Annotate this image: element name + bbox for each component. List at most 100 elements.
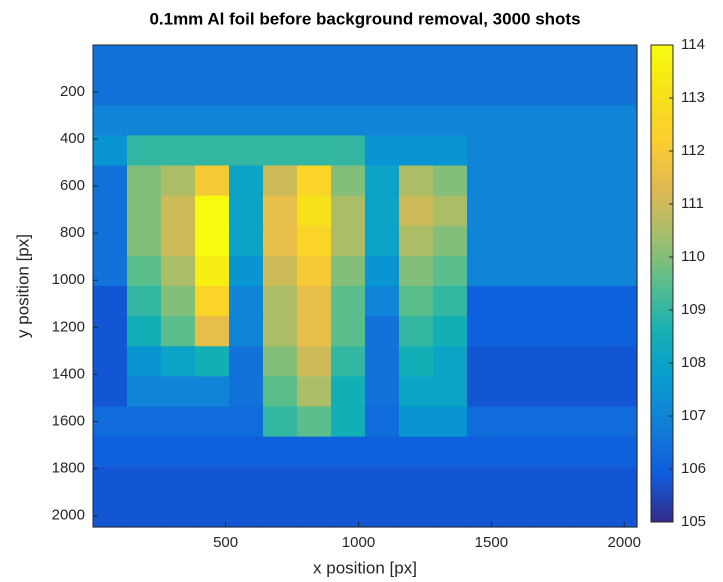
heatmap-cell [161, 286, 196, 317]
heatmap-cell [399, 225, 434, 257]
heatmap-cell [93, 225, 128, 257]
heatmap-cell [603, 466, 638, 498]
heatmap-cell [263, 346, 298, 377]
heatmap-cell [365, 346, 400, 377]
heatmap-cell [161, 255, 196, 287]
heatmap-cell [467, 496, 502, 528]
heatmap-cell [297, 105, 332, 136]
heatmap-cell [569, 75, 604, 106]
heatmap-cell [127, 75, 162, 106]
heatmap-cell [535, 225, 570, 257]
heatmap-cell [433, 225, 468, 257]
heatmap-cell [501, 376, 536, 408]
heatmap-cell [93, 135, 128, 167]
heatmap-cell [535, 286, 570, 317]
heatmap-cell [535, 436, 570, 468]
heatmap-cell [331, 225, 366, 257]
heatmap-cell [501, 45, 536, 76]
heatmap-cell [399, 466, 434, 498]
heatmap-cell [501, 105, 536, 136]
heatmap-cell [535, 195, 570, 227]
heatmap-cell [195, 195, 230, 227]
heatmap-cell [127, 436, 162, 468]
x-tick-label: 2000 [608, 534, 641, 551]
heatmap-cell [195, 255, 230, 287]
heatmap-cell [467, 436, 502, 468]
heatmap-cell [365, 195, 400, 227]
y-tick-label: 1600 [52, 412, 85, 429]
heatmap-cell [93, 496, 128, 528]
colorbar-tick-label: 107 [681, 407, 706, 424]
heatmap-cell [297, 195, 332, 227]
heatmap-cell [501, 225, 536, 257]
heatmap-cell [229, 75, 264, 106]
heatmap-cell [433, 376, 468, 408]
heatmap-cell [297, 406, 332, 438]
heatmap-cell [263, 75, 298, 106]
heatmap-cell [603, 195, 638, 227]
heatmap-cell [365, 436, 400, 468]
heatmap-cell [229, 496, 264, 528]
heatmap-cell [467, 135, 502, 167]
heatmap-cell [297, 45, 332, 76]
colorbar-tick-label: 110 [681, 248, 705, 265]
heatmap-cell [229, 135, 264, 167]
heatmap-cell [127, 376, 162, 408]
heatmap-cell [263, 135, 298, 167]
heatmap-cell [433, 255, 468, 287]
heatmap-cell [297, 466, 332, 498]
heatmap-cell [229, 466, 264, 498]
heatmap-cell [161, 496, 196, 528]
heatmap-cell [297, 346, 332, 377]
heatmap-cell [93, 466, 128, 498]
heatmap-cell [365, 406, 400, 438]
heatmap-cell [399, 346, 434, 377]
heatmap-cell [399, 436, 434, 468]
heatmap-cell [263, 316, 298, 347]
heatmap-cell [365, 255, 400, 287]
heatmap-cell [501, 406, 536, 438]
heatmap-cell [161, 225, 196, 257]
heatmap-cell [93, 286, 128, 317]
heatmap-cell [399, 376, 434, 408]
heatmap-cell [229, 436, 264, 468]
heatmap-cell [331, 496, 366, 528]
heatmap-cell [535, 406, 570, 438]
heatmap-cell [399, 316, 434, 347]
heatmap-cell [535, 165, 570, 197]
heatmap-cell [603, 496, 638, 528]
heatmap-cell [93, 376, 128, 408]
heatmap-cell [229, 105, 264, 136]
heatmap-cell [433, 466, 468, 498]
heatmap-cell [195, 316, 230, 347]
heatmap-cell [535, 316, 570, 347]
colorbar-tick-label: 106 [681, 460, 706, 477]
heatmap-cell [127, 316, 162, 347]
heatmap-cell [467, 75, 502, 106]
heatmap-cell [297, 135, 332, 167]
heatmap-cell [331, 376, 366, 408]
heatmap-cell [365, 165, 400, 197]
heatmap-cell [161, 105, 196, 136]
heatmap-cell [195, 45, 230, 76]
heatmap-cell [433, 316, 468, 347]
heatmap-cell [399, 105, 434, 136]
heatmap-cell [331, 135, 366, 167]
heatmap-cell [569, 225, 604, 257]
heatmap-cell [501, 436, 536, 468]
heatmap-cell [569, 436, 604, 468]
colorbar-tick-label: 113 [681, 89, 705, 106]
heatmap-cell [569, 255, 604, 287]
heatmap-cell [365, 496, 400, 528]
heatmap-cell [195, 436, 230, 468]
heatmap-cell [501, 316, 536, 347]
heatmap-cell [365, 45, 400, 76]
heatmap-cell [603, 406, 638, 438]
heatmap-cell [161, 316, 196, 347]
heatmap-cell [195, 165, 230, 197]
heatmap-cell [433, 436, 468, 468]
heatmap-cell [603, 225, 638, 257]
heatmap-cell [331, 45, 366, 76]
heatmap-cell [127, 466, 162, 498]
heatmap-cell [127, 406, 162, 438]
